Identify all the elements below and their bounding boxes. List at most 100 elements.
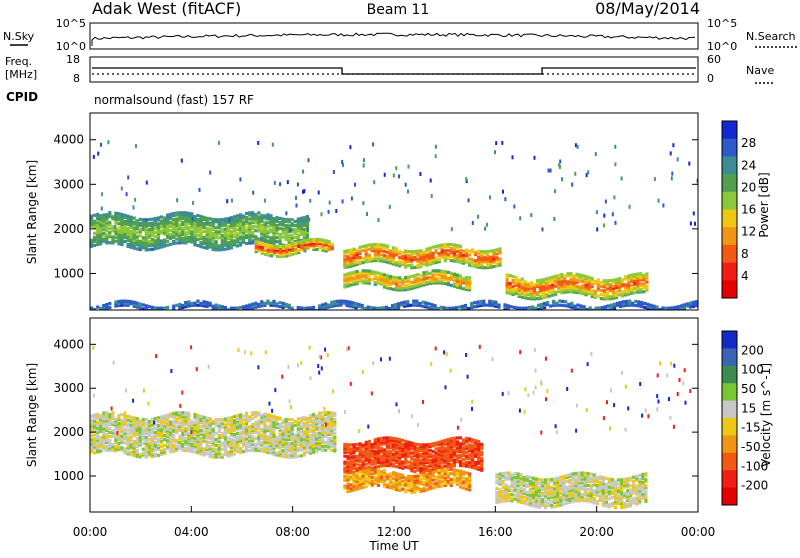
echo-cell: [120, 300, 123, 303]
echo-cell: [297, 249, 300, 252]
echo-cell: [429, 276, 432, 279]
scatter-cell: [107, 140, 109, 144]
echo-cell: [172, 305, 175, 308]
echo-cell: [645, 284, 648, 287]
echo-cell: [438, 258, 441, 261]
echo-cell: [120, 413, 123, 416]
echo-cell: [633, 291, 636, 294]
echo-cell: [432, 479, 435, 482]
echo-cell: [441, 465, 444, 468]
echo-cell: [609, 295, 612, 298]
echo-cell: [459, 436, 462, 439]
echo-cell: [254, 437, 257, 440]
colorbar-swatch: [722, 192, 737, 210]
freq-panel: Freq. [MHz] 18 8 60 0 Nave CPID normalso…: [5, 53, 775, 107]
echo-cell: [479, 300, 482, 303]
echo-cell: [343, 283, 346, 286]
echo-cell: [251, 231, 254, 234]
echo-cell: [328, 240, 331, 243]
echo-cell: [537, 304, 540, 307]
echo-cell: [386, 483, 389, 486]
echo-cell: [462, 458, 465, 461]
echo-cell: [206, 430, 209, 433]
echo-cell: [203, 447, 206, 450]
echo-cell: [649, 304, 652, 307]
echo-cell: [453, 449, 456, 452]
echo-cell: [325, 239, 328, 242]
echo-cell: [203, 434, 206, 437]
echo-cell: [495, 479, 498, 482]
echo-cell: [133, 440, 136, 443]
echo-cell: [380, 243, 383, 246]
echo-cell: [297, 417, 300, 420]
echo-cell: [333, 300, 336, 303]
echo-cell: [130, 416, 133, 419]
echo-cell: [181, 237, 184, 240]
echo-cell: [184, 231, 187, 234]
echo-cell: [93, 236, 96, 239]
scatter-cell: [465, 177, 467, 181]
colorbar-swatch: [722, 139, 737, 157]
echo-cell: [349, 271, 352, 274]
noise-panel: N.Sky 10^5 10^0 10^5 10^0 N.Search: [3, 17, 797, 53]
echo-cell: [333, 428, 336, 431]
scatter-cell: [231, 199, 233, 203]
scatter-cell: [289, 228, 291, 232]
echo-cell: [450, 463, 453, 466]
echo-cell: [206, 301, 209, 304]
echo-cell: [662, 306, 665, 309]
echo-cell: [362, 470, 365, 473]
echo-cell: [380, 257, 383, 260]
echo-cell: [108, 241, 111, 244]
echo-cell: [438, 469, 441, 472]
echo-cell: [139, 435, 142, 438]
nave-tick-top: 60: [707, 53, 721, 66]
echo-cell: [157, 438, 160, 441]
echo-cell: [251, 423, 254, 426]
echo-cell: [236, 244, 239, 247]
colorbar-swatch: [722, 174, 737, 192]
echo-cell: [398, 250, 401, 253]
echo-cell: [276, 245, 279, 248]
echo-cell: [242, 422, 245, 425]
scatter-cell: [690, 221, 692, 225]
echo-cell: [560, 273, 563, 276]
echo-cell: [120, 446, 123, 449]
echo-cell: [441, 468, 444, 471]
echo-cell: [300, 311, 303, 314]
echo-cell: [668, 307, 671, 310]
echo-cell: [148, 438, 151, 441]
echo-cell: [148, 442, 151, 445]
echo-cell: [230, 307, 233, 310]
echo-cell: [407, 441, 410, 444]
echo-cell: [251, 411, 254, 414]
echo-cell: [425, 248, 428, 251]
echo-cell: [221, 305, 224, 308]
echo-cell: [480, 451, 483, 454]
echo-cell: [215, 444, 218, 447]
echo-cell: [582, 284, 585, 287]
echo-cell: [333, 432, 336, 435]
scatter-cell: [341, 160, 343, 164]
echo-cell: [184, 447, 187, 450]
echo-cell: [359, 475, 362, 478]
echo-cell: [127, 432, 130, 435]
scatter-cell: [558, 163, 560, 167]
scatter-cell: [605, 200, 607, 204]
echo-cell: [127, 450, 130, 453]
echo-cell: [507, 304, 510, 307]
echo-cell: [233, 419, 236, 422]
echo-cell: [624, 275, 627, 278]
echo-cell: [251, 435, 254, 438]
echo-cell: [279, 301, 282, 304]
echo-cell: [410, 452, 413, 455]
echo-cell: [276, 255, 279, 258]
echo-cell: [404, 250, 407, 253]
echo-cell: [407, 461, 410, 464]
echo-cell: [300, 306, 303, 309]
echo-cell: [404, 440, 407, 443]
echo-cell: [356, 472, 359, 475]
echo-cell: [368, 466, 371, 469]
colorbar-swatch: [722, 156, 737, 174]
echo-cell: [627, 280, 630, 283]
